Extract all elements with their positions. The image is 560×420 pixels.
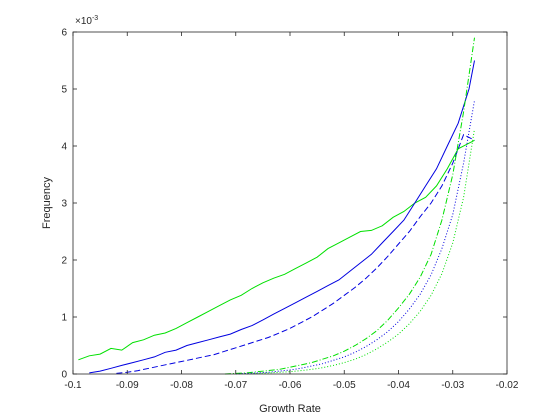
x-tick-label: -0.04 — [387, 380, 410, 391]
y-tick-label: 2 — [61, 256, 67, 267]
x-tick-label: -0.1 — [64, 380, 82, 391]
x-tick-label: -0.09 — [116, 380, 139, 391]
x-tick-label: -0.08 — [170, 380, 193, 391]
x-tick-label: -0.07 — [224, 380, 247, 391]
series-line-3 — [116, 133, 475, 374]
y-tick-label: 4 — [61, 142, 67, 153]
x-tick-label: -0.03 — [441, 380, 464, 391]
series-line-1 — [78, 139, 475, 361]
y-tick-label: 6 — [61, 28, 67, 39]
y-axis: 0 1 2 3 4 5 6 — [61, 28, 507, 381]
y-tick-label: 3 — [61, 199, 67, 210]
x-tick-label: -0.05 — [333, 380, 356, 391]
y-tick-label: 0 — [61, 370, 67, 381]
y-tick-label: 5 — [61, 85, 67, 96]
series-line-5 — [235, 100, 475, 375]
x-axis-label: Growth Rate — [259, 403, 321, 415]
y-axis-label: Frequency — [41, 177, 53, 229]
series-layer — [78, 37, 475, 375]
x-tick-label: -0.02 — [496, 380, 519, 391]
series-line-2 — [89, 60, 475, 374]
y-tick-label: 1 — [61, 313, 67, 324]
plot-area — [73, 32, 507, 374]
y-exponent-label: ×10-3 — [75, 15, 98, 27]
x-tick-label: -0.06 — [279, 380, 302, 391]
x-axis: -0.1 -0.09 -0.08 -0.07 -0.06 -0.05 -0.04 -0.03 -… — [64, 32, 519, 391]
series-line-4 — [224, 37, 475, 375]
